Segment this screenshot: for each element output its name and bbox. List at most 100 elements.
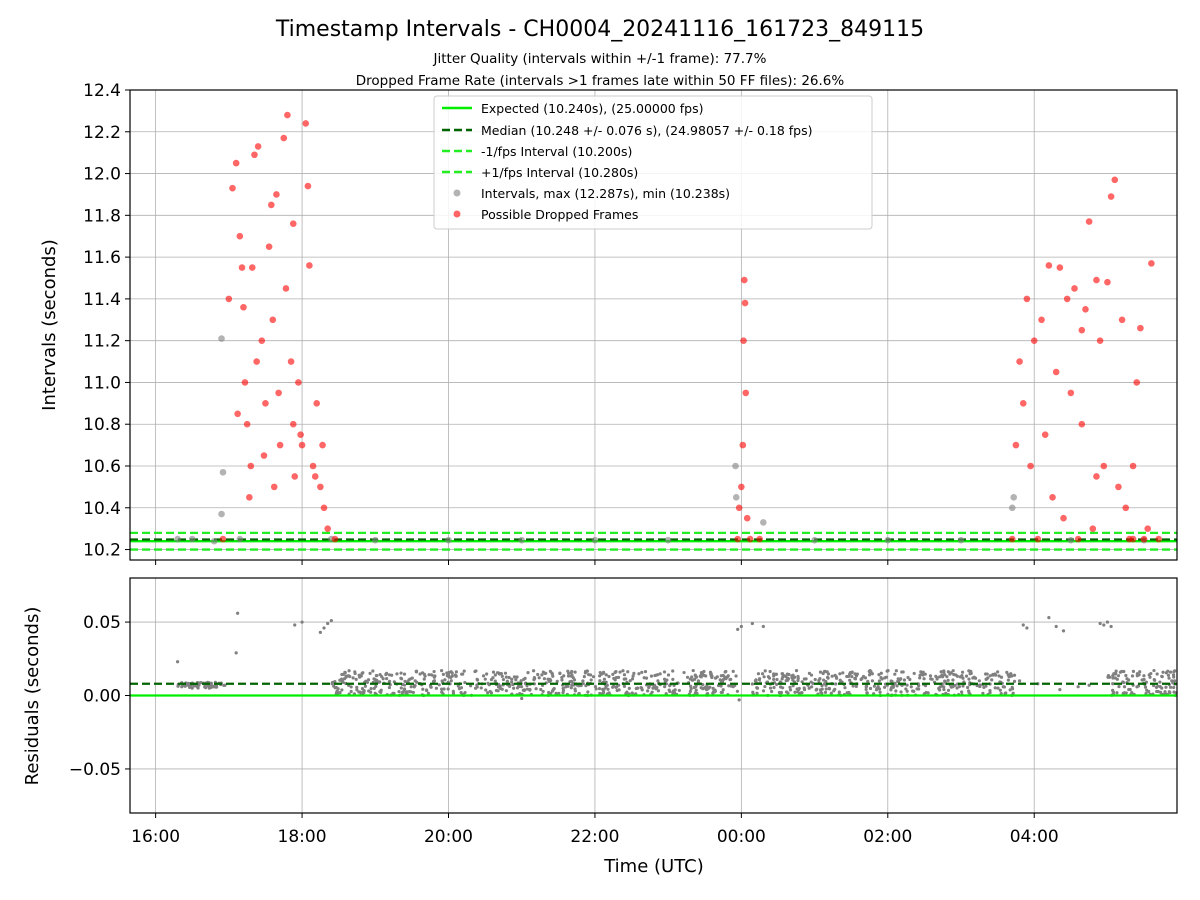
residual-point [760, 672, 765, 676]
residual-point [437, 683, 441, 687]
residual-point [463, 680, 467, 685]
residual-point [737, 698, 741, 702]
residual-point [451, 689, 455, 693]
residual-point [705, 687, 709, 691]
residual-point [454, 674, 458, 678]
residual-point [560, 675, 564, 680]
residual-point [656, 673, 660, 677]
residual-point [387, 679, 392, 683]
residual-point [344, 675, 348, 679]
residual-point [761, 689, 766, 693]
residual-point [878, 690, 882, 694]
residual-point [943, 673, 947, 677]
residual-point [450, 674, 454, 678]
residual-point [815, 687, 819, 691]
residual-point [689, 684, 693, 688]
residual-point [708, 685, 712, 689]
residual-point [440, 687, 444, 691]
intervals-ytick-label: 12.2 [83, 123, 121, 143]
legend-median-label: Median (10.248 +/- 0.076 s), (24.98057 +… [481, 123, 812, 138]
chart-subtitle-jitter: Jitter Quality (intervals within +/-1 fr… [433, 51, 767, 67]
residual-point [688, 689, 693, 693]
residual-point [677, 688, 681, 693]
residual-point [1167, 676, 1171, 680]
residual-point [1152, 668, 1156, 673]
x-tick-label: 22:00 [570, 827, 619, 847]
residual-point [874, 688, 879, 692]
residual-point [519, 679, 523, 683]
intervals-ytick-label: 11.2 [83, 332, 121, 352]
residual-point [611, 672, 615, 676]
residual-point [671, 677, 675, 682]
residual-point [497, 671, 501, 675]
interval-point [188, 535, 196, 543]
interval-point [210, 537, 218, 545]
residual-point [598, 670, 602, 675]
interval-point [664, 536, 672, 544]
residual-point [835, 676, 839, 680]
residual-point [586, 690, 590, 694]
dropped-frame-point [740, 337, 747, 344]
residual-point [400, 690, 404, 695]
residual-point [1168, 685, 1173, 689]
residual-point [709, 672, 713, 676]
residual-point [369, 686, 373, 691]
residual-point [647, 684, 651, 688]
residual-point [690, 675, 694, 679]
legend-box [433, 95, 873, 230]
residual-point [865, 691, 869, 695]
residual-point [832, 689, 836, 693]
residual-point [485, 672, 489, 676]
residual-point [644, 676, 649, 680]
legend-plus-label: +1/fps Interval (10.280s) [481, 165, 638, 180]
residual-point [779, 690, 784, 695]
residual-point [567, 671, 571, 675]
residual-point [788, 688, 793, 692]
residual-point [632, 671, 636, 675]
residual-point [1154, 685, 1159, 689]
x-tick-label: 20:00 [424, 827, 473, 847]
dropped-frame-point [254, 143, 262, 150]
residual-point [666, 673, 671, 677]
intervals-panel: 10.2 10.4 10.6 10.8 11.0 11.2 11.4 11.6 11.8 12.0… [39, 81, 1178, 565]
residual-point [829, 691, 833, 695]
residual-point [855, 672, 860, 676]
dropped-frame-point [258, 337, 266, 344]
residual-point [966, 685, 970, 690]
dropped-frame-point [1133, 379, 1141, 386]
residual-point [1149, 671, 1153, 676]
residual-point [534, 687, 538, 691]
residuals-xlabel: Time (UTC) [603, 856, 704, 877]
legend-dropped-marker [453, 210, 461, 218]
residual-point [870, 679, 874, 683]
residual-point [597, 686, 602, 691]
residual-point [997, 674, 1001, 678]
residual-point [373, 691, 377, 695]
dropped-frame-point [320, 504, 328, 512]
residual-point [454, 670, 458, 674]
residual-point [736, 627, 740, 632]
residual-point [618, 670, 622, 674]
residual-point [905, 689, 909, 693]
residual-point [566, 674, 571, 678]
x-tick-label: 18:00 [278, 827, 327, 847]
residual-point [375, 678, 379, 682]
residual-point [998, 688, 1002, 692]
residual-point [894, 689, 898, 693]
residual-point [588, 673, 593, 677]
residual-point [343, 670, 347, 674]
residual-point [504, 689, 508, 693]
dropped-frame-point [247, 462, 255, 470]
residual-point [795, 687, 799, 691]
residual-point [223, 683, 227, 687]
dropped-frame-point [734, 535, 741, 543]
residual-point [864, 685, 868, 689]
interval-point [219, 468, 227, 476]
residual-point [1008, 688, 1012, 692]
residual-point [1143, 685, 1148, 689]
residual-point [1011, 691, 1015, 695]
residual-point [968, 672, 972, 676]
residual-point [190, 686, 194, 690]
residual-point [402, 687, 407, 691]
residual-point [1111, 676, 1115, 680]
